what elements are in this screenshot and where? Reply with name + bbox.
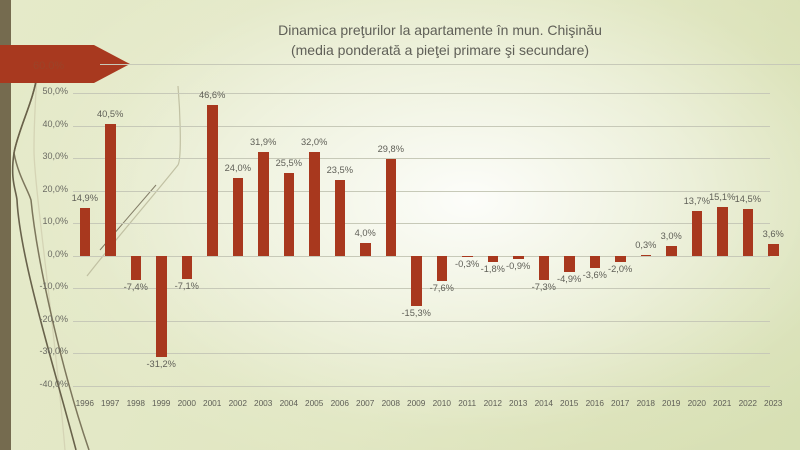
svg-text:60.0%: 60.0% (33, 60, 64, 72)
